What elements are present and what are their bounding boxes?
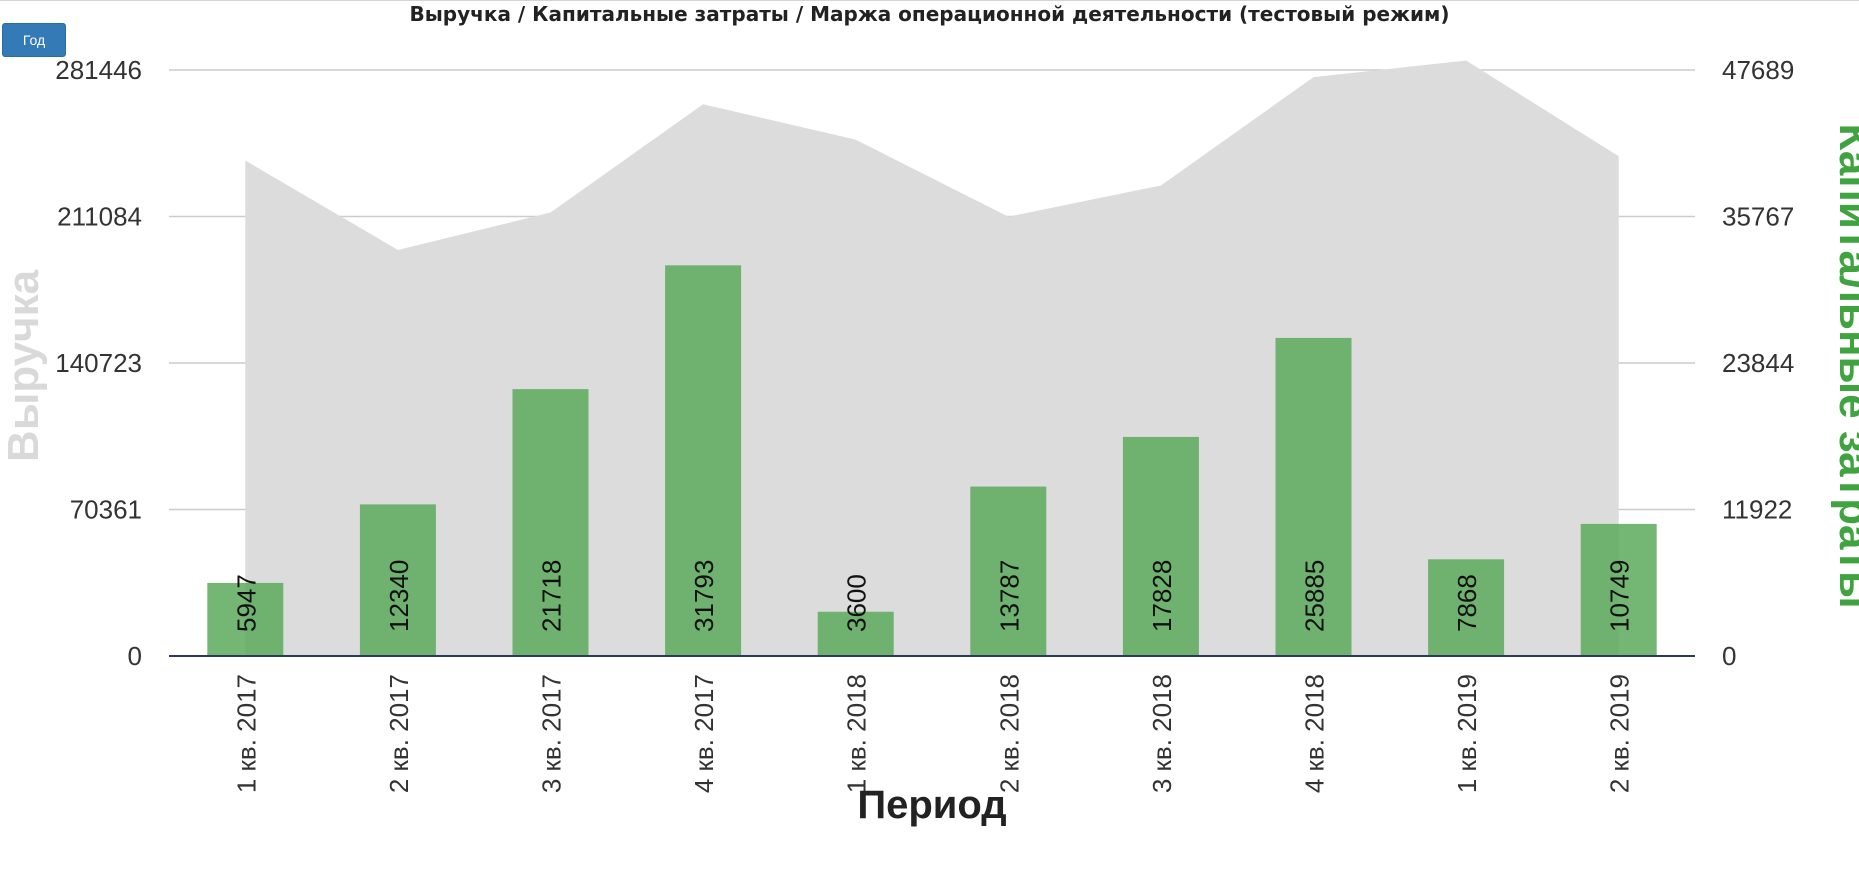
revenue-area-series (245, 60, 1619, 657)
capex-bar (207, 582, 284, 656)
bar-data-label: 10749 (1605, 560, 1635, 632)
left-axis-title: Выручка (0, 269, 48, 462)
bar-data-labels: 5947 12340 21718 31793 3600 13787 17828 25885 78… (231, 560, 1634, 632)
x-axis-tick-label: 4 кв. 2017 (689, 674, 719, 793)
revenue-area (245, 60, 1619, 657)
top-divider (0, 0, 1859, 1)
left-axis-tick-label: 0 (128, 641, 142, 671)
right-axis-ticks: 0 11922 23844 35767 47689 (1722, 55, 1794, 671)
capex-bar (359, 504, 436, 656)
x-axis-tick-label: 2 кв. 2019 (1605, 674, 1635, 793)
bar-data-label: 25885 (1300, 560, 1330, 632)
x-axis-tick-label: 1 кв. 2017 (231, 674, 261, 793)
chart-title: Выручка / Капитальные затраты / Маржа оп… (409, 2, 1450, 26)
bar-data-label: 31793 (689, 560, 719, 632)
right-axis-tick-label: 11922 (1722, 495, 1792, 525)
x-axis-tick-label: 2 кв. 2018 (994, 674, 1024, 793)
capex-bar (512, 389, 589, 656)
capex-bar (1122, 436, 1199, 656)
x-axis-tick-label: 2 кв. 2017 (384, 674, 414, 793)
bar-data-label: 13787 (994, 560, 1024, 632)
bar-data-label: 7868 (1452, 574, 1482, 632)
right-axis-tick-label: 35767 (1722, 202, 1794, 232)
right-axis-title: Капитальные затраты (1830, 123, 1859, 608)
x-axis-title: Период (857, 783, 1006, 827)
capex-bar-series (207, 265, 1657, 656)
capex-bar (817, 611, 894, 656)
right-axis-tick-label: 0 (1722, 641, 1736, 671)
x-axis-tick-label: 3 кв. 2017 (537, 674, 567, 793)
left-axis-tick-label: 281446 (55, 55, 142, 85)
bar-data-label: 21718 (537, 560, 567, 632)
x-axis-tick-label: 4 кв. 2018 (1300, 674, 1330, 793)
capex-bar (1275, 337, 1352, 656)
capex-bar (665, 265, 742, 656)
x-axis-tick-label: 3 кв. 2018 (1147, 674, 1177, 793)
left-axis-tick-label: 211084 (57, 202, 142, 232)
bar-data-label: 5947 (231, 574, 261, 632)
capex-bar (970, 486, 1047, 656)
capex-bar (1428, 559, 1505, 656)
left-axis-tick-label: 140723 (55, 348, 142, 378)
x-axis-tick-label: 1 кв. 2018 (842, 674, 872, 793)
x-axis-tick-label: 1 кв. 2019 (1452, 674, 1482, 793)
left-axis-ticks: 0 70361 140723 211084 281446 (55, 55, 142, 671)
x-axis-ticks: 1 кв. 2017 2 кв. 2017 3 кв. 2017 4 кв. 2017… (231, 674, 1634, 793)
year-period-button[interactable]: Год (2, 23, 66, 57)
left-axis-tick-label: 70361 (70, 495, 142, 525)
right-axis-tick-label: 23844 (1722, 348, 1794, 378)
capex-bar (1580, 523, 1657, 656)
bar-data-label: 12340 (384, 560, 414, 632)
right-axis-tick-label: 47689 (1722, 55, 1794, 85)
bar-data-label: 17828 (1147, 560, 1177, 632)
bar-data-label: 3600 (842, 574, 872, 632)
